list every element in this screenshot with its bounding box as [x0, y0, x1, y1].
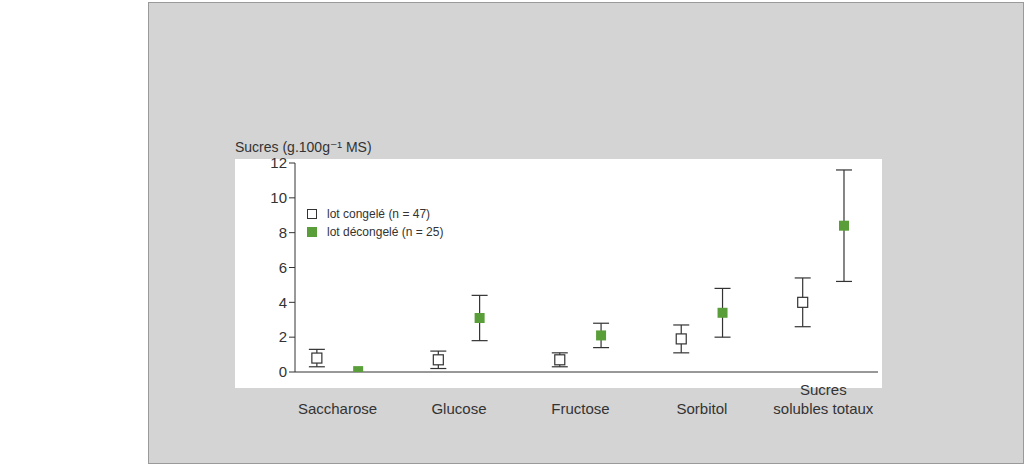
- svg-text:0: 0: [279, 363, 287, 380]
- svg-text:solubles totaux: solubles totaux: [773, 400, 874, 417]
- html-text:Sucres (g.100g⁻¹ MS): Sucres (g.100g⁻¹ MS): [235, 139, 372, 155]
- svg-text:Sucres: Sucres: [800, 381, 847, 398]
- svg-text:Fructose: Fructose: [551, 400, 609, 417]
- svg-text:4: 4: [279, 294, 287, 311]
- svg-text:Glucose: Glucose: [431, 400, 486, 417]
- svg-text:Sorbitol: Sorbitol: [676, 400, 727, 417]
- svg-text:8: 8: [279, 224, 287, 241]
- html-text:lot congelé (n = 47): lot congelé (n = 47): [327, 207, 431, 221]
- svg-text:2: 2: [279, 328, 287, 345]
- svg-text:10: 10: [270, 189, 287, 206]
- svg-text:Saccharose: Saccharose: [298, 400, 377, 417]
- html-text:lot décongelé (n = 25): lot décongelé (n = 25): [327, 225, 444, 239]
- svg-text:6: 6: [279, 259, 287, 276]
- svg-text:12: 12: [270, 154, 287, 171]
